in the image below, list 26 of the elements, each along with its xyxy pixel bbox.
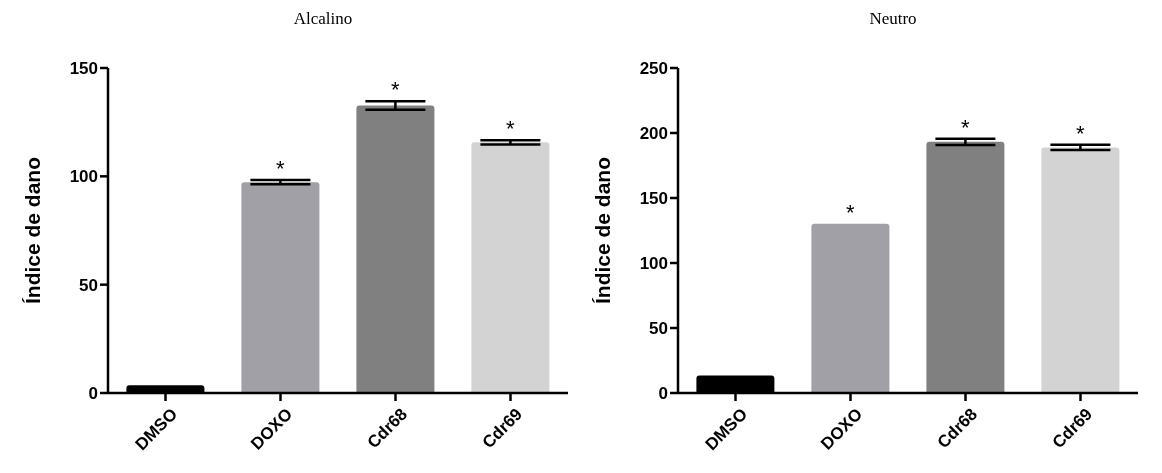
bar [471,142,550,393]
data-label: * [276,156,286,182]
bar [926,141,1005,393]
bar [1041,147,1120,393]
y-tick-label: 100 [69,167,98,187]
data-label: * [961,114,971,140]
data-label: * [506,116,516,142]
bar [241,182,320,393]
y-tick-label: 150 [69,59,98,79]
y-tick-label: 0 [658,384,668,404]
y-tick-label: 250 [639,59,668,79]
bar [356,105,435,393]
y-tick-label: 50 [79,275,98,295]
y-tick-label: 0 [88,384,98,404]
y-axis-title: Índice de dano [591,156,615,305]
y-tick-label: 100 [639,254,668,274]
data-label: * [1076,120,1086,146]
y-tick-label: 150 [639,189,668,209]
bar [811,223,890,393]
y-tick-label: 50 [649,319,668,339]
chart-title: Alcalino [292,8,354,30]
data-label: * [391,77,401,103]
y-axis-title: Índice de dano [21,156,45,305]
y-tick-label: 200 [639,124,668,144]
chart-title: Neutro [868,8,918,30]
data-label: * [846,199,856,225]
